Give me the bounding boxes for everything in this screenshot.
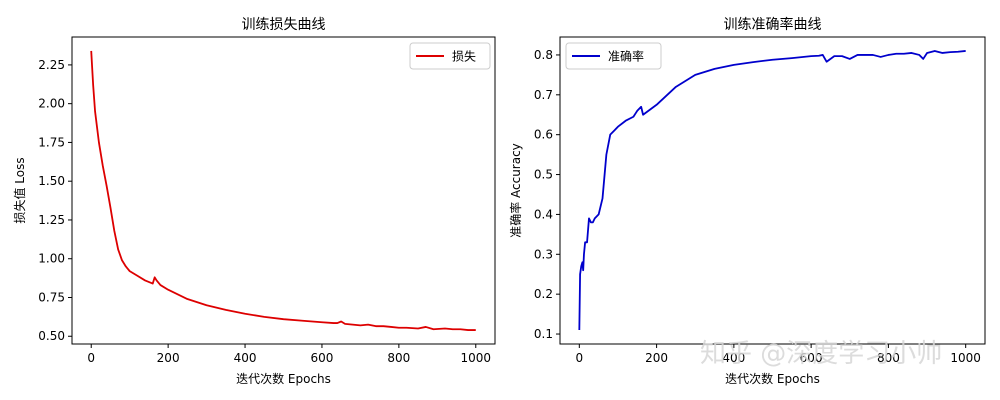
acc-x-tick-label: 400: [722, 351, 745, 365]
loss-series-line: [90, 50, 476, 331]
accuracy-x-axis-label: 迭代次数 Epochs: [725, 371, 820, 386]
loss-chart-title: 训练损失曲线: [242, 17, 326, 33]
acc-x-tick-label: 200: [645, 351, 668, 365]
loss-y-axis-label: 损失值 Loss: [12, 157, 27, 223]
accuracy-legend: 准确率: [565, 42, 662, 70]
accuracy-chart: 0 200 400 600 800 1000 0.10.20.30.40.50.60.70…: [508, 16, 986, 386]
loss-x-axis-label: 迭代次数 Epochs: [236, 371, 331, 386]
acc-x-tick-label: 0: [575, 351, 583, 365]
acc-x-tick-label: 800: [877, 351, 900, 365]
acc-y-tick-label: 0.4: [534, 207, 553, 221]
acc-y-tick-label: 0.1: [534, 327, 553, 341]
loss-x-ticks: 0 200 400 600 800 1000: [87, 344, 491, 365]
acc-y-tick-label: 0.2: [534, 287, 553, 301]
accuracy-x-ticks: 0 200 400 600 800 1000: [575, 344, 981, 365]
loss-legend-label: 损失: [452, 49, 476, 64]
acc-y-tick-label: 0.3: [534, 247, 553, 261]
accuracy-y-axis-label: 准确率 Accuracy: [508, 143, 523, 238]
loss-x-tick-label: 200: [157, 351, 180, 365]
loss-y-ticks: 0.50 0.75 1.00 1.25 1.50 1.75 2.00 2.25: [38, 58, 72, 343]
loss-legend-box: [409, 42, 491, 70]
loss-y-tick-label: 2.00: [38, 97, 65, 111]
loss-legend: 损失: [409, 42, 491, 70]
accuracy-y-ticks: 0.1 0.2 0.3 0.4 0.5 0.6 0.7 0.8: [534, 48, 560, 341]
watermark: 知乎 @深度学习小帅: [700, 339, 942, 369]
loss-y-tick-label: 1.00: [38, 252, 65, 266]
acc-y-tick-label: 0.8: [534, 48, 553, 62]
accuracy-legend-box: [565, 42, 662, 70]
acc-y-tick-label: 0.5: [534, 168, 553, 182]
accuracy-chart-title: 训练准确率曲线: [724, 16, 822, 33]
loss-x-tick-label: 800: [387, 351, 410, 365]
accuracy-plot-frame: [559, 36, 986, 345]
loss-chart: 0 200 400 600 800 1000 0.50 0.75 1.00 1.25 1.50 1.…: [12, 17, 496, 386]
acc-x-tick-label: 600: [800, 351, 823, 365]
loss-y-tick-label: 1.50: [38, 174, 65, 188]
loss-y-tick-label: 0.50: [38, 329, 65, 343]
accuracy-series-line: [578, 50, 966, 331]
acc-x-tick-label: 1000: [950, 351, 981, 365]
loss-y-tick-label: 1.75: [38, 135, 65, 149]
svg-text:知乎 @深度学习小帅: 知乎 @深度学习小帅: [700, 339, 942, 369]
loss-plot-frame: [71, 36, 496, 345]
loss-y-tick-label: 0.75: [38, 290, 65, 304]
loss-x-tick-label: 600: [311, 351, 334, 365]
loss-x-tick-label: 1000: [460, 351, 491, 365]
accuracy-legend-label: 准确率: [608, 49, 644, 64]
acc-y-tick-label: 0.7: [534, 88, 553, 102]
loss-x-tick-label: 400: [234, 351, 257, 365]
loss-y-tick-label: 2.25: [38, 58, 65, 72]
loss-y-tick-label: 1.25: [38, 213, 65, 227]
acc-y-tick-label: 0.6: [534, 128, 553, 142]
loss-x-tick-label: 0: [87, 351, 95, 365]
